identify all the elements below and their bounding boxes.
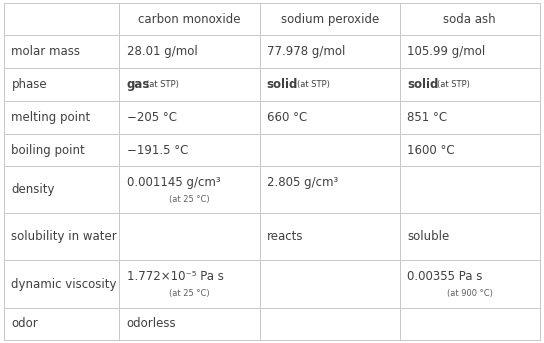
Text: −191.5 °C: −191.5 °C — [127, 144, 188, 156]
Text: 660 °C: 660 °C — [267, 111, 307, 124]
Text: (at STP): (at STP) — [146, 80, 179, 89]
Text: 1600 °C: 1600 °C — [407, 144, 455, 156]
Text: 2.805 g/cm³: 2.805 g/cm³ — [267, 176, 338, 189]
Text: 0.00355 Pa s: 0.00355 Pa s — [407, 270, 483, 283]
Text: soluble: soluble — [407, 230, 449, 244]
Text: melting point: melting point — [11, 111, 91, 124]
Text: gas: gas — [127, 78, 150, 91]
Text: solid: solid — [407, 78, 438, 91]
Text: density: density — [11, 184, 55, 197]
Text: soda ash: soda ash — [443, 13, 496, 26]
Text: boiling point: boiling point — [11, 144, 85, 156]
Text: 851 °C: 851 °C — [407, 111, 447, 124]
Text: odorless: odorless — [127, 317, 176, 330]
Text: solubility in water: solubility in water — [11, 230, 117, 244]
Text: sodium peroxide: sodium peroxide — [281, 13, 379, 26]
Text: 1.772×10⁻⁵ Pa s: 1.772×10⁻⁵ Pa s — [127, 270, 224, 283]
Text: (at 25 °C): (at 25 °C) — [169, 195, 210, 204]
Text: (at 900 °C): (at 900 °C) — [447, 289, 493, 298]
Text: (at STP): (at STP) — [437, 80, 470, 89]
Text: odor: odor — [11, 317, 38, 330]
Text: (at 25 °C): (at 25 °C) — [169, 289, 210, 298]
Text: (at STP): (at STP) — [297, 80, 330, 89]
Text: dynamic viscosity: dynamic viscosity — [11, 277, 117, 291]
Text: carbon monoxide: carbon monoxide — [138, 13, 241, 26]
Text: −205 °C: −205 °C — [127, 111, 176, 124]
Text: solid: solid — [267, 78, 298, 91]
Text: molar mass: molar mass — [11, 45, 81, 58]
Text: reacts: reacts — [267, 230, 303, 244]
Text: 105.99 g/mol: 105.99 g/mol — [407, 45, 485, 58]
Text: 77.978 g/mol: 77.978 g/mol — [267, 45, 345, 58]
Text: 28.01 g/mol: 28.01 g/mol — [127, 45, 197, 58]
Text: 0.001145 g/cm³: 0.001145 g/cm³ — [127, 176, 220, 189]
Text: phase: phase — [11, 78, 47, 91]
